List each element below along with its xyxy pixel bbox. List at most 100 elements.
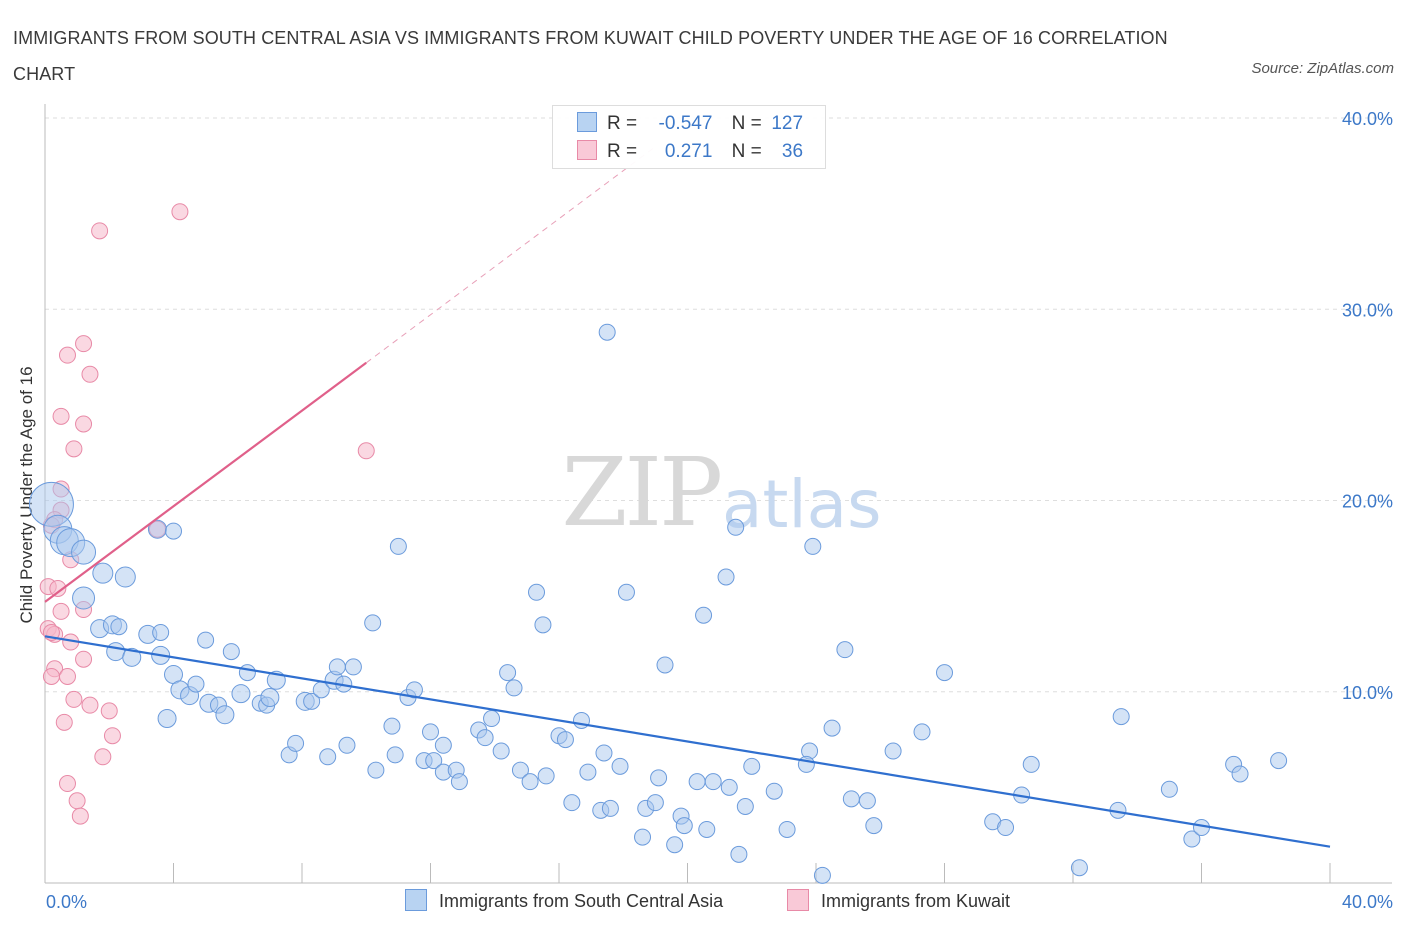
- south-central-asia-point: [813, 866, 831, 884]
- legend-row-south-central-asia: R = -0.547 N = 127: [577, 112, 803, 136]
- south-central-asia-point: [386, 746, 404, 764]
- south-central-asia-point: [511, 761, 529, 779]
- legend-r-value: -0.547: [658, 113, 713, 134]
- kuwait-point: [49, 579, 67, 597]
- south-central-asia-point: [797, 755, 815, 773]
- x-tick-label: 0.0%: [46, 892, 87, 912]
- kuwait-point: [94, 748, 112, 766]
- south-central-asia-point: [595, 744, 613, 762]
- tick-labels: 10.0% 20.0% 30.0% 40.0% 0.0% 40.0%: [46, 109, 1393, 912]
- south-central-asia-point: [521, 773, 539, 791]
- kuwait-trend-line: [44, 361, 367, 603]
- south-central-asia-point: [836, 641, 854, 659]
- bottom-legend-south-central-asia: Immigrants from South Central Asia: [405, 889, 723, 912]
- south-central-asia-point: [704, 773, 722, 791]
- south-central-asia-point: [92, 562, 114, 584]
- y-tick-label: 10.0%: [1342, 683, 1393, 703]
- y-tick-label: 40.0%: [1342, 109, 1393, 129]
- legend-row-kuwait: R = 0.271 N = 36: [577, 140, 803, 164]
- kuwait-points: [39, 203, 375, 825]
- south-central-asia-point: [187, 675, 205, 693]
- south-central-asia-point: [303, 692, 321, 710]
- south-central-asia-point: [778, 820, 796, 838]
- south-central-asia-point: [1070, 859, 1088, 877]
- trend-lines: [44, 146, 1331, 848]
- south-central-asia-point: [579, 763, 597, 781]
- south-central-asia-point: [1160, 780, 1178, 798]
- kuwait-point: [100, 702, 118, 720]
- south-central-asia-point: [736, 798, 754, 815]
- watermark-zip: ZIP: [562, 438, 721, 548]
- south-central-asia-point: [287, 734, 305, 752]
- south-central-asia-point: [646, 794, 664, 812]
- south-central-asia-point: [556, 731, 574, 749]
- legend-r-value: 0.271: [664, 141, 713, 162]
- south-central-asia-point: [765, 782, 783, 800]
- south-central-asia-point: [483, 710, 501, 728]
- grid-lines: [45, 117, 1392, 693]
- south-central-asia-point: [215, 705, 235, 725]
- south-central-asia-point: [634, 828, 652, 846]
- south-central-asia-point: [450, 773, 468, 791]
- south-central-asia-point: [913, 723, 931, 741]
- legend-swatch-blue: [577, 112, 597, 132]
- kuwait-point: [75, 415, 93, 433]
- kuwait-point: [58, 775, 76, 793]
- kuwait-point: [58, 346, 76, 364]
- kuwait-point: [55, 713, 73, 731]
- kuwait-point: [171, 203, 189, 221]
- south-central-asia-point: [842, 790, 860, 808]
- south-central-asia-point: [344, 658, 362, 676]
- south-central-asia-point: [319, 748, 337, 766]
- chart-title: IMMIGRANTS FROM SOUTH CENTRAL ASIA VS IM…: [13, 28, 1168, 84]
- source-label: Source: ZipAtlas.com: [1251, 60, 1394, 77]
- south-central-asia-point: [858, 792, 876, 810]
- kuwait-point: [58, 667, 76, 685]
- kuwait-trend-extension: [365, 146, 656, 364]
- south-central-asia-point: [688, 773, 706, 791]
- south-central-asia-point: [106, 642, 126, 662]
- south-central-asia-point: [165, 522, 182, 540]
- kuwait-point: [42, 667, 60, 685]
- south-central-asia-point: [698, 820, 716, 838]
- south-central-asia-point: [720, 778, 738, 796]
- south-central-asia-point: [122, 647, 142, 667]
- south-central-asia-point: [537, 767, 555, 785]
- south-central-asia-point: [222, 643, 240, 661]
- south-central-asia-point: [611, 757, 629, 775]
- south-central-asia-point: [717, 568, 735, 586]
- south-central-asia-point: [389, 537, 407, 555]
- south-central-asia-point: [1231, 765, 1249, 783]
- y-tick-label: 20.0%: [1342, 492, 1393, 512]
- south-central-asia-point: [110, 618, 128, 636]
- south-central-asia-point: [499, 664, 517, 682]
- south-central-asia-point: [197, 631, 215, 649]
- south-central-asia-point: [476, 729, 494, 747]
- south-central-asia-point: [804, 537, 822, 555]
- south-central-asia-point: [936, 664, 953, 682]
- kuwait-point: [68, 792, 86, 810]
- south-central-asia-point: [1183, 830, 1201, 848]
- south-central-asia-point: [534, 616, 552, 634]
- south-central-asia-point: [598, 323, 616, 341]
- legend-swatch-blue: [405, 889, 427, 911]
- kuwait-point: [52, 407, 70, 425]
- south-central-asia-point: [727, 518, 745, 536]
- south-central-asia-point: [492, 742, 510, 760]
- kuwait-point: [65, 440, 83, 458]
- stats-legend: R = -0.547 N = 127 R = 0.271 N = 36: [552, 105, 826, 169]
- south-central-asia-point: [1112, 708, 1130, 726]
- south-central-asia-point: [601, 799, 619, 817]
- south-central-asia-point: [152, 623, 170, 641]
- legend-swatch-pink: [787, 889, 809, 911]
- south-central-asia-point: [997, 819, 1015, 837]
- south-central-asia-point: [1270, 752, 1288, 770]
- south-central-asia-point: [695, 606, 713, 624]
- kuwait-point: [75, 335, 93, 353]
- watermark-atlas: atlas: [722, 466, 882, 543]
- south-central-asia-point: [884, 742, 902, 760]
- kuwait-point: [75, 650, 93, 668]
- kuwait-point: [81, 365, 99, 383]
- south-central-asia-trend-line: [44, 635, 1331, 848]
